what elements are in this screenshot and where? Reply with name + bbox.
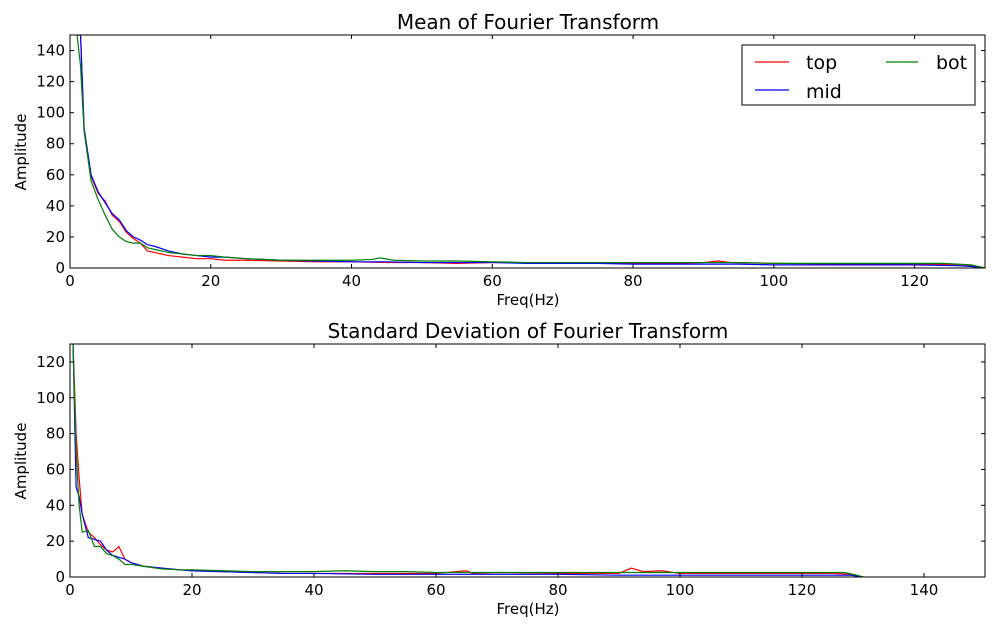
mean-x-tick-label: 100: [760, 272, 789, 290]
std-x-tick-label: 20: [182, 581, 201, 599]
mean-x-tick-label: 40: [342, 272, 361, 290]
std-series-top-line: [72, 344, 864, 577]
std-series-bot-line: [72, 344, 864, 577]
std-series-mid-line: [72, 344, 864, 577]
mean-y-tick-label: 140: [36, 42, 65, 60]
std-y-tick-label: 40: [46, 496, 65, 514]
std-y-tick-label: 0: [55, 568, 65, 586]
std-x-tick-label: 0: [65, 581, 75, 599]
std-y-tick-label: 80: [46, 425, 65, 443]
mean-x-tick-label: 60: [483, 272, 502, 290]
mean-x-tick-label: 20: [201, 272, 220, 290]
mean-series-top-line: [77, 35, 985, 268]
mean-y-tick-label: 40: [46, 197, 65, 215]
mean-y-tick-label: 80: [46, 135, 65, 153]
std-x-tick-label: 120: [788, 581, 817, 599]
std-x-tick-label: 140: [910, 581, 939, 599]
legend-label-top: top: [806, 52, 837, 74]
std-x-tick-label: 60: [426, 581, 445, 599]
std-x-tick-label: 80: [548, 581, 567, 599]
mean-series-bot-line: [76, 35, 985, 268]
std-y-tick-label: 20: [46, 532, 65, 550]
mean-x-tick-label: 0: [65, 272, 75, 290]
mean-plot-x-axis-label: Freq(Hz): [497, 291, 560, 309]
std-fourier-plot: Standard Deviation of Fourier Transform …: [12, 319, 986, 618]
std-y-tick-label: 60: [46, 460, 65, 478]
mean-y-tick-label: 20: [46, 228, 65, 246]
mean-x-tick-label: 120: [900, 272, 929, 290]
std-plot-y-axis-label: Amplitude: [12, 423, 30, 500]
mean-y-tick-label: 100: [36, 104, 65, 122]
legend: top mid bot: [741, 44, 976, 106]
std-x-tick-label: 40: [304, 581, 323, 599]
std-plot-title: Standard Deviation of Fourier Transform: [328, 319, 729, 343]
mean-y-tick-label: 0: [55, 259, 65, 277]
mean-fourier-plot: Mean of Fourier Transform Freq(Hz) Ampli…: [12, 10, 986, 309]
legend-label-bot: bot: [936, 52, 967, 74]
std-x-tick-label: 100: [666, 581, 695, 599]
std-y-tick-label: 100: [36, 389, 65, 407]
mean-x-tick-label: 80: [624, 272, 643, 290]
std-plot-x-axis-label: Freq(Hz): [497, 600, 560, 618]
mean-y-tick-label: 120: [36, 73, 65, 91]
legend-frame: [741, 44, 976, 106]
mean-axes-frame: [69, 34, 986, 269]
mean-plot-y-axis-label: Amplitude: [12, 114, 30, 191]
std-axes-frame: [69, 343, 986, 578]
std-y-tick-label: 120: [36, 353, 65, 371]
mean-plot-title: Mean of Fourier Transform: [397, 10, 659, 34]
mean-y-tick-label: 60: [46, 166, 65, 184]
legend-label-mid: mid: [806, 81, 842, 103]
